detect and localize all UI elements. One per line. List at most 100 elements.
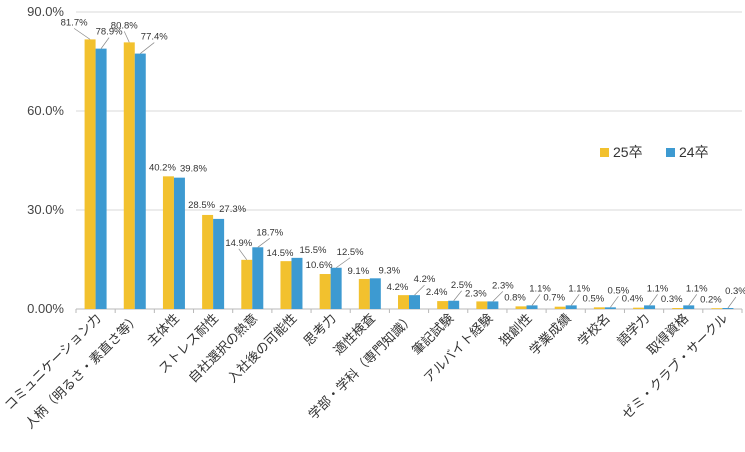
bar-series1 xyxy=(162,176,174,309)
bar-series1 xyxy=(123,42,135,310)
data-label: 0.7% xyxy=(543,293,565,304)
bar-series2 xyxy=(173,177,185,309)
bar-series2 xyxy=(291,257,303,309)
x-category-label: 主体性 xyxy=(145,311,183,349)
bar-series1 xyxy=(515,306,527,309)
leader-line xyxy=(570,294,580,306)
data-label: 0.3% xyxy=(661,294,683,305)
bar-series1 xyxy=(319,274,331,309)
leader-line xyxy=(140,42,155,54)
leader-line xyxy=(610,296,619,308)
x-category-label: 入社後の可能性 xyxy=(225,311,301,387)
bar-series2 xyxy=(252,247,264,309)
bar-series1 xyxy=(358,278,370,309)
data-label: 2.3% xyxy=(492,280,514,291)
x-category-label: 語学力 xyxy=(614,311,653,350)
leader-line xyxy=(123,31,130,43)
bar-series1 xyxy=(398,295,409,309)
data-label: 1.1% xyxy=(647,283,669,294)
data-label: 0.4% xyxy=(622,294,644,305)
data-label: 27.3% xyxy=(219,204,246,215)
data-label: 28.5% xyxy=(188,200,215,211)
data-label: 1.1% xyxy=(529,283,551,294)
data-label: 39.8% xyxy=(180,164,207,175)
bar-series1 xyxy=(711,308,723,309)
leader-line xyxy=(531,294,541,306)
y-tick-label: 0.00% xyxy=(27,301,64,316)
data-label: 80.8% xyxy=(111,20,138,31)
bar-series2 xyxy=(448,300,460,309)
leader-line xyxy=(649,294,658,306)
data-label: 0.3% xyxy=(725,286,745,297)
x-category-label: アルバイト経験 xyxy=(421,311,496,386)
bar-series2 xyxy=(95,48,107,309)
data-label: 9.1% xyxy=(347,266,369,277)
bar-series2 xyxy=(213,218,225,309)
x-category-label: 独創性 xyxy=(497,311,535,349)
leader-line xyxy=(73,28,91,40)
legend-label: 25卒 xyxy=(613,144,643,160)
leader-line xyxy=(238,248,248,261)
bar-series1 xyxy=(437,301,449,309)
leader-lines xyxy=(73,28,737,309)
leader-line xyxy=(688,294,698,306)
bar-series1 xyxy=(633,307,645,309)
data-label: 14.9% xyxy=(225,238,252,249)
bar-series2 xyxy=(644,305,656,309)
leader-line xyxy=(414,284,425,296)
bar-series2 xyxy=(330,267,342,309)
bar-series2 xyxy=(409,295,420,309)
bar-series2 xyxy=(604,307,616,309)
data-labels: 81.7% 78.9%80.8%77.4% 40.2% 39.8% 28.5% 27.3%… xyxy=(61,17,745,305)
bar-series2 xyxy=(722,308,734,309)
x-category-label: 学業成績 xyxy=(526,311,574,359)
data-label: 14.5% xyxy=(267,248,294,259)
bar-series2 xyxy=(369,278,381,309)
bar-series1 xyxy=(202,214,214,309)
data-label: 4.2% xyxy=(387,282,409,293)
data-label: 81.7% xyxy=(61,17,88,28)
bar-series2 xyxy=(487,301,499,309)
data-label: 0.8% xyxy=(504,292,526,303)
data-label: 2.3% xyxy=(465,288,487,299)
bar-series1 xyxy=(241,259,253,309)
data-label: 77.4% xyxy=(141,32,168,43)
data-label: 1.1% xyxy=(568,283,590,294)
x-category-label: 思考力 xyxy=(301,311,339,349)
x-category-label: 学校名 xyxy=(575,311,614,350)
bar-series1 xyxy=(476,301,488,309)
leader-line xyxy=(335,257,351,269)
legend-swatch xyxy=(600,148,609,157)
data-label: 1.1% xyxy=(686,283,708,294)
data-label: 18.7% xyxy=(256,227,283,238)
bar-series2 xyxy=(134,53,146,309)
data-label: 0.2% xyxy=(700,294,722,305)
data-label: 2.4% xyxy=(426,287,448,298)
data-label: 40.2% xyxy=(149,162,176,173)
data-label: 4.2% xyxy=(414,274,436,285)
data-label: 78.9% xyxy=(96,27,123,38)
data-label: 2.5% xyxy=(451,280,473,291)
bar-series2 xyxy=(526,305,538,309)
bar-series1 xyxy=(554,306,566,309)
bar-series1 xyxy=(280,261,292,309)
data-label: 10.6% xyxy=(306,260,333,271)
leader-line xyxy=(492,291,504,302)
bar-series1 xyxy=(672,308,684,309)
bar-series2 xyxy=(683,305,695,309)
leader-line xyxy=(727,296,737,309)
bars xyxy=(84,39,734,310)
y-axis: 0.00% 30.0% 60.0% 90.0% xyxy=(27,4,64,316)
legend-label: 24卒 xyxy=(679,144,709,160)
leader-line xyxy=(453,290,462,301)
data-label: 0.5% xyxy=(583,293,605,304)
y-tick-label: 60.0% xyxy=(27,103,64,118)
legend-swatch xyxy=(666,148,675,157)
data-label: 9.3% xyxy=(378,265,400,276)
leader-line xyxy=(100,37,110,49)
bar-series1 xyxy=(593,307,605,309)
data-label: 15.5% xyxy=(300,245,327,256)
data-label: 12.5% xyxy=(337,247,364,258)
